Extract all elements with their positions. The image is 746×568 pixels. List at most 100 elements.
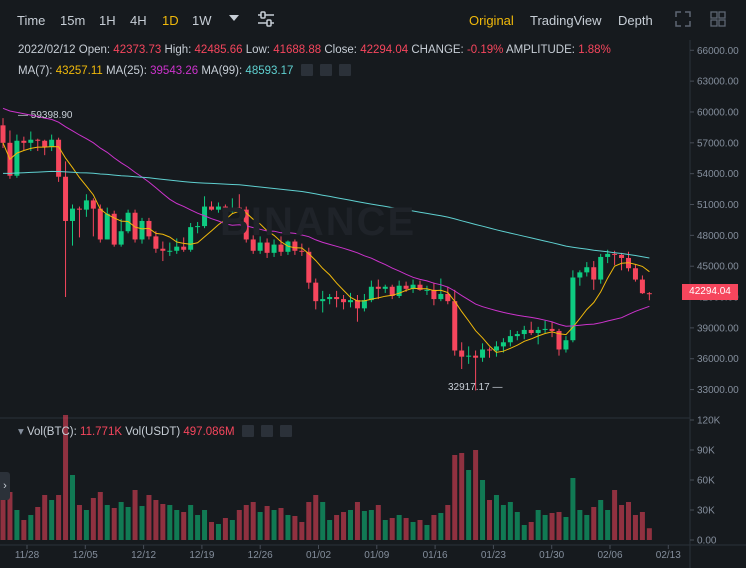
candle-body [632,268,638,280]
interval-1h[interactable]: 1H [99,13,116,28]
volume-bar [452,455,458,540]
candle-body [195,226,201,228]
volume-bar [125,507,131,540]
candle-body [257,242,263,251]
view-original-tab[interactable]: Original [469,13,514,28]
more-intervals-dropdown-icon[interactable] [229,15,239,23]
date-tick-label: 01/09 [364,550,389,561]
interval-1d[interactable]: 1D [162,13,179,28]
price-tick-label: 48000.00 [697,231,739,242]
view-depth-tab[interactable]: Depth [618,13,653,28]
candle-body [466,355,472,357]
high-label: High: [164,44,192,56]
candle-body [188,227,194,250]
volume-bar [348,510,353,540]
volume-bar [431,515,437,540]
volume-bar [598,500,604,540]
volume-bar [70,475,75,540]
candle-body [118,231,124,245]
candle-body [605,253,611,257]
candle-body [619,254,625,258]
volume-bar [473,450,479,540]
candle-body [56,139,62,177]
candle-body [403,285,409,289]
volume-bar [7,492,13,540]
eye-toggle-icon[interactable] [241,425,254,437]
low-label: Low: [245,44,270,56]
candle-body [368,286,374,301]
ma25-label: MA(25): [106,65,147,77]
date-tick-label: 12/05 [73,550,98,561]
candle-body [299,250,305,252]
volume-bar [542,515,548,540]
candle-body [97,208,103,240]
volume-bar [459,453,465,540]
volume-bar [285,515,291,540]
price-tick-label: 66000.00 [697,46,739,57]
date-tick-label: 12/26 [248,550,273,561]
eye-toggle-icon[interactable] [300,64,313,76]
date-tick-label: 11/28 [15,550,40,561]
candle-body [591,267,597,280]
volume-tick-label: 30K [697,506,715,517]
volume-bar [49,500,55,540]
volume-bar [507,502,513,540]
settings-icon[interactable] [319,64,332,76]
candle-body [521,329,527,335]
candle-body [271,244,277,253]
volume-bar [361,511,367,540]
volume-bar [299,522,305,540]
volume-bar [493,495,499,540]
grid-layout-icon[interactable] [710,11,726,27]
candle-body [535,329,541,334]
candle-body [577,272,583,278]
chart-grid [0,40,746,568]
candle-body [160,248,166,251]
candle-body [153,236,159,249]
volume-tick-label: 120K [697,416,721,427]
amplitude-label: AMPLITUDE: [505,44,575,56]
volume-bar [146,495,152,540]
candle-body [493,346,499,351]
candle-body [438,293,444,300]
candle-body [375,286,381,289]
interval-4h[interactable]: 4H [130,13,147,28]
candle-body [473,355,479,358]
volume-bar [215,524,221,540]
collapse-volume-icon[interactable]: ▾ [18,426,24,438]
expand-panel-button[interactable]: › [0,472,10,500]
volume-bars [0,415,652,540]
ma-row: MA(7): 43257.11 MA(25): 39543.26 MA(99):… [18,64,351,77]
settings-sliders-icon[interactable] [257,11,275,27]
volume-bar [445,505,451,540]
volume-bar [271,510,277,540]
interval-time[interactable]: Time [17,13,46,28]
volume-bar [320,502,326,540]
candle-body [132,212,138,240]
candle-body [111,213,117,245]
candle-body [410,284,416,289]
open-value: 42373.73 [113,44,162,56]
view-tradingview-tab[interactable]: TradingView [530,13,602,28]
fullscreen-icon[interactable] [675,11,691,27]
candle-body [222,206,228,212]
close-icon[interactable] [280,425,293,437]
ma99-line [3,170,650,259]
ma25-value: 39543.26 [150,65,199,77]
volume-bar [132,490,138,540]
volume-bar [619,505,625,540]
price-tick-label: 51000.00 [697,200,739,211]
date-tick-label: 12/19 [189,550,214,561]
close-icon[interactable] [339,64,351,76]
interval-1w[interactable]: 1W [192,13,212,28]
volume-bar [528,522,534,540]
price-tick-label: 54000.00 [697,169,739,180]
interval-15m[interactable]: 15m [60,13,86,28]
volume-bar [417,520,423,540]
settings-icon[interactable] [260,425,273,437]
candle-body [90,200,96,209]
candle-body [174,246,180,251]
price-tick-label: 63000.00 [697,77,739,88]
close-value: 42294.04 [360,44,409,56]
